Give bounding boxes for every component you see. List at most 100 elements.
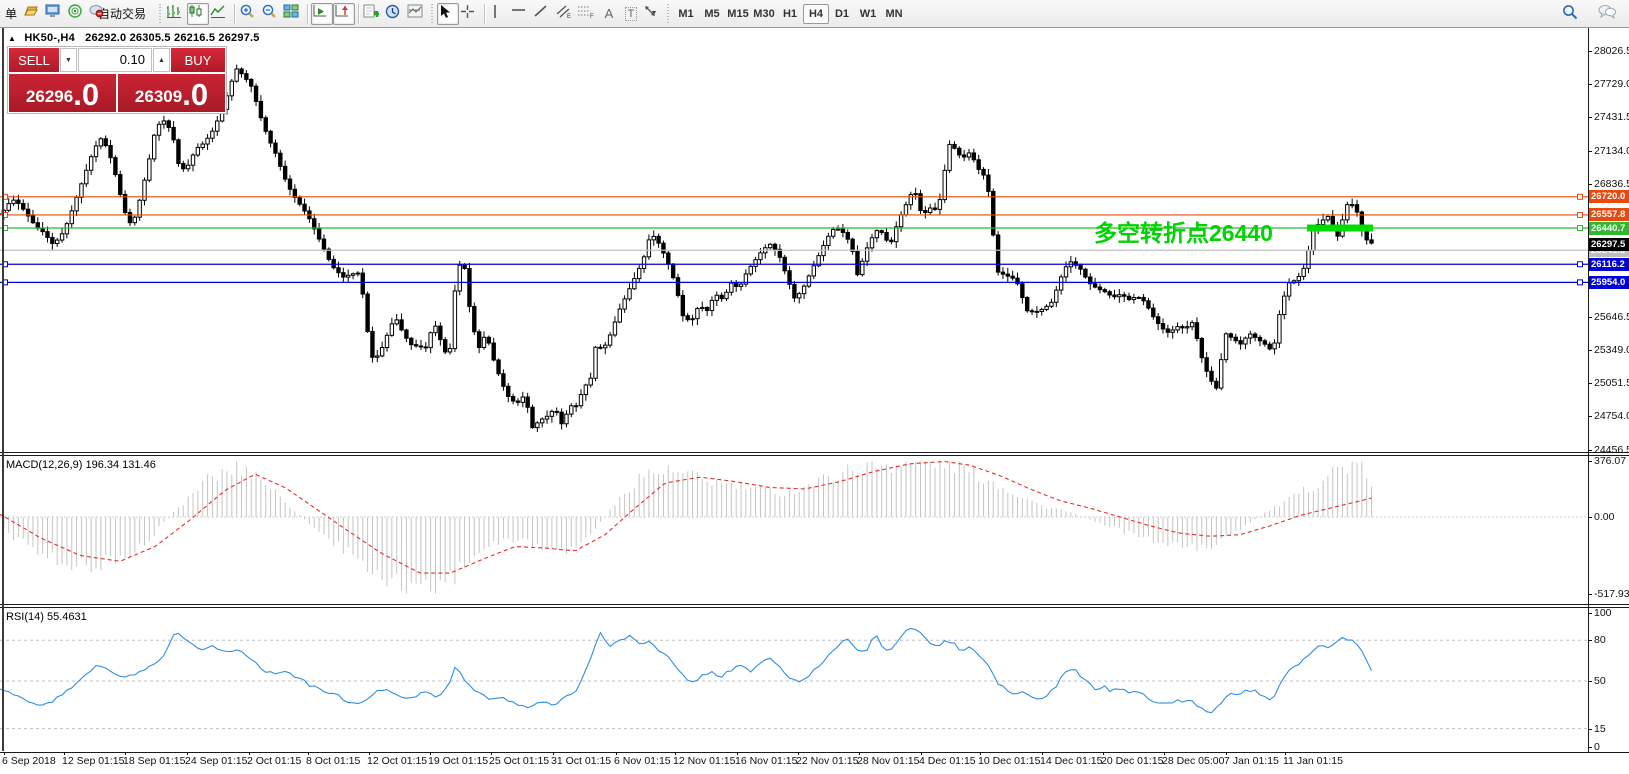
time-axis-tick [187,752,188,755]
rsi-axis-label: 80 [1594,634,1606,647]
timeframe-button-D1[interactable]: D1 [834,7,850,20]
time-axis-tick [64,752,65,755]
time-axis-tick [675,752,676,755]
zoom-out-button[interactable] [260,3,282,25]
main-chart-pane[interactable] [0,28,1588,452]
time-axis-tick [369,752,370,755]
time-axis-label: 18 Sep 01:15 [123,755,186,767]
time-axis-tick [1285,752,1286,755]
timeframe-button-M15[interactable]: M15 [727,7,749,20]
price-badge-26116.2: 26116.2 [1589,257,1629,271]
text-label-tool[interactable]: T [620,3,642,25]
timeframe-button-H4[interactable]: H4 [803,3,829,24]
search-icon [1563,4,1578,19]
horizontal-line-tool[interactable] [510,3,532,25]
price-axis-label: 27431.5 [1594,111,1629,124]
time-axis-tick [1164,752,1165,755]
navigator-icon[interactable] [66,3,88,25]
chart-window: MACD(12,26,9) 196.34 131.46 RSI(14) 55.4… [0,28,1629,774]
sell-button[interactable]: SELL [9,48,59,72]
price-axis-separator [1588,28,1589,752]
time-axis-label: 2 Oct 01:15 [247,755,302,767]
equidistant-channel-tool[interactable]: E [554,3,576,25]
profiles-icon [24,6,38,15]
chart-profiles-icon[interactable] [22,3,44,25]
tile-windows-button[interactable] [282,3,304,25]
period-button[interactable]: ▼ [384,3,406,25]
time-axis-label: 31 Oct 01:15 [551,755,612,767]
volume-increase-button[interactable]: ▲ [153,48,170,72]
fibonacci-tool[interactable]: F [576,3,598,25]
autotrading-button[interactable]: 自动交易 [88,3,156,25]
search-button[interactable] [1561,3,1583,25]
price-axis-label: 24456.5 [1594,443,1629,456]
rsi-axis-label: 15 [1594,722,1606,735]
line-chart-button[interactable] [209,3,231,25]
macd-pane[interactable]: MACD(12,26,9) 196.34 131.46 [0,456,1588,604]
auto-scroll-icon [313,4,326,16]
timeframe-button-M1[interactable]: M1 [678,7,694,20]
zoom-in-button[interactable] [238,3,260,25]
sell-price-button[interactable]: 26296 .0 [9,74,116,112]
pane-splitter[interactable] [0,604,1629,608]
monitor-icon [45,4,60,17]
candlestick-chart-button[interactable] [187,2,209,25]
time-axis-tick [4,752,5,755]
tile-windows-icon [283,4,299,17]
axis-tick [1588,640,1592,642]
text-tool[interactable]: A [598,3,620,25]
axis-tick [1588,183,1592,185]
toolbar-separator [307,3,308,24]
buy-price-button[interactable]: 26309 .0 [118,74,225,112]
market-watch-icon[interactable] [44,3,66,25]
time-axis-label: 12 Sep 01:15 [62,755,125,767]
volume-decrease-button[interactable]: ▼ [60,48,77,72]
pane-splitter[interactable] [0,452,1629,456]
collapse-arrow[interactable]: ▲ [8,34,17,43]
templates-button[interactable]: ▼ [406,3,428,25]
crosshair-button[interactable] [459,3,481,25]
timeframe-button-M30[interactable]: M30 [753,7,775,20]
volume-input[interactable]: 0.10 [78,48,152,72]
line-chart-icon [210,5,225,18]
axis-tick [1588,593,1592,595]
arrows-tool[interactable]: ▼ [642,3,664,25]
new-chart-icon [363,4,379,17]
time-axis-label: 22 Nov 01:15 [796,755,859,767]
new-chart-button[interactable]: ▼ [362,3,384,25]
price-badge-25954.0: 25954.0 [1589,275,1629,289]
rsi-pane[interactable]: RSI(14) 55.4631 [0,608,1588,752]
timeframe-button-M5[interactable]: M5 [704,7,720,20]
timeframe-button-W1[interactable]: W1 [859,7,877,20]
time-axis-label: 20 Dec 01:15 [1101,755,1164,767]
vertical-line-tool[interactable] [488,3,510,25]
auto-scroll-button[interactable] [311,2,333,25]
toolbar-separator [484,3,485,24]
price-badge-26440.7: 26440.7 [1589,221,1629,235]
timeframe-toolbar: M1 M5 M15 M30 H1 H4 D1 W1 MN [673,3,907,24]
chart-ohlc-values: 26292.0 26305.5 26216.5 26297.5 [85,32,260,44]
axis-tick [1588,517,1592,518]
rsi-canvas [0,627,1588,730]
autotrading-label: 自动交易 [97,7,146,21]
time-axis-label: 16 Nov 01:15 [735,755,798,767]
signal-icon [68,3,82,18]
time-axis-separator [0,752,1629,753]
chart-shift-button[interactable] [333,2,355,25]
sell-price-main: 26296 [25,87,74,106]
trendline-tool[interactable] [532,3,554,25]
time-axis-tick [491,752,492,755]
buy-button[interactable]: BUY [171,48,225,72]
chat-button[interactable] [1597,3,1619,25]
time-axis-label: 28 Dec 05:00 [1162,755,1225,767]
axis-tick [1588,117,1592,119]
axis-tick [1588,383,1592,385]
bar-chart-button[interactable] [165,3,187,25]
cursor-button[interactable] [437,2,459,25]
time-axis-tick [553,752,554,755]
new-order-button[interactable]: 单 [0,3,22,25]
timeframe-button-MN[interactable]: MN [885,7,903,20]
time-axis-tick [1042,752,1043,755]
timeframe-button-H1[interactable]: H1 [782,7,798,20]
price-axis-label: 24754.0 [1594,410,1629,423]
